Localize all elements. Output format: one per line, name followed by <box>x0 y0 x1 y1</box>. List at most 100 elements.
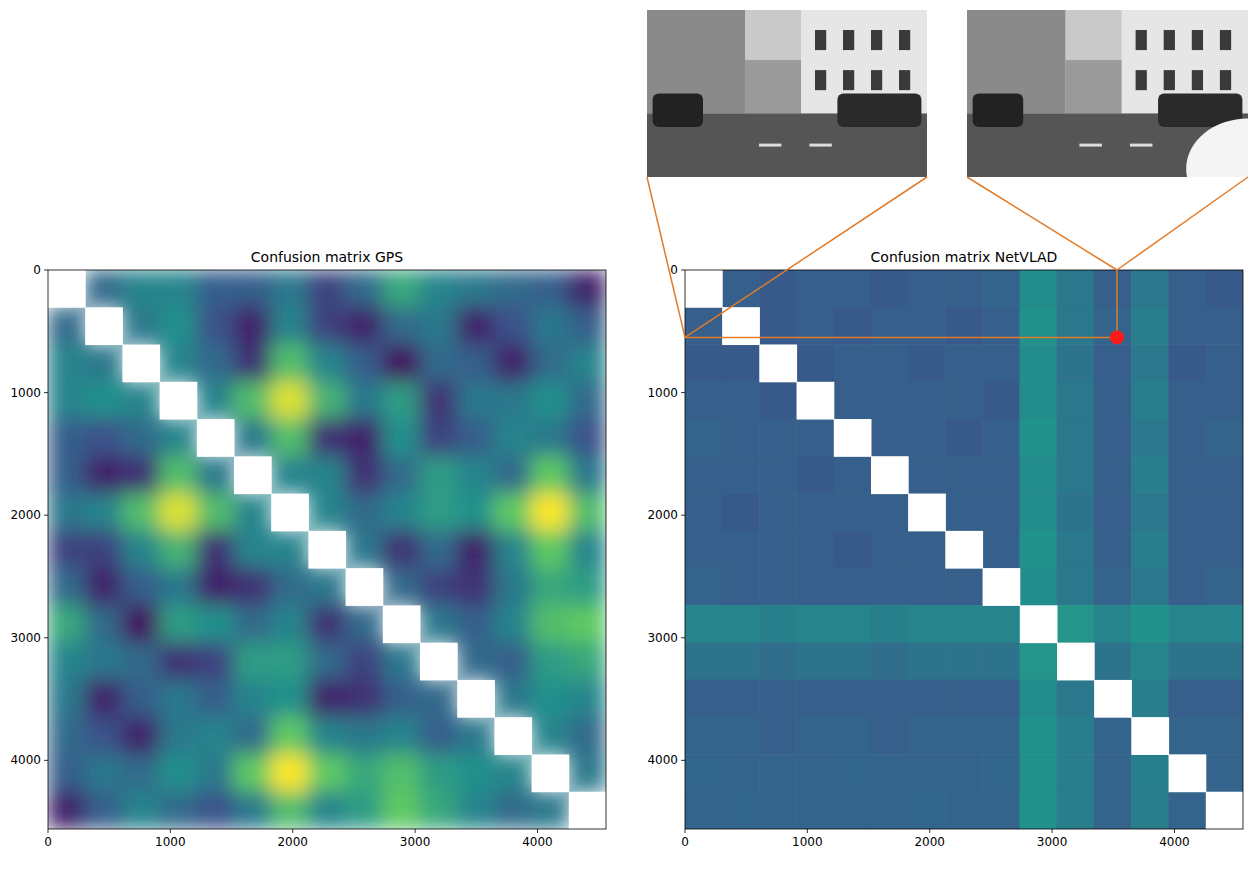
cell <box>420 344 458 382</box>
cell <box>1020 270 1058 308</box>
cell <box>1020 344 1058 382</box>
x-tick <box>685 829 686 833</box>
cell <box>1020 642 1058 680</box>
row-line <box>685 337 1117 339</box>
cell <box>122 642 160 680</box>
cell <box>796 791 834 829</box>
cell <box>871 605 909 643</box>
cell <box>196 642 234 680</box>
cell <box>308 717 346 755</box>
cell <box>945 568 983 606</box>
empty-cell <box>722 307 760 345</box>
cell <box>420 679 458 717</box>
empty-cell <box>48 270 86 308</box>
cell <box>908 754 946 792</box>
cell <box>196 791 234 829</box>
y-tick-label: 3000 <box>647 631 678 645</box>
title: Confusion matrix NetVLAD <box>871 249 1058 265</box>
window <box>843 70 854 90</box>
cell <box>1131 754 1169 792</box>
empty-cell <box>908 494 946 532</box>
cell <box>568 568 606 606</box>
y-tick <box>681 760 685 761</box>
x-tick-label: 4000 <box>522 835 553 849</box>
cells <box>685 270 1243 829</box>
photo-match <box>967 10 1258 219</box>
cell <box>1131 270 1169 308</box>
cell <box>457 605 495 643</box>
cell <box>871 270 909 308</box>
cell <box>85 270 123 308</box>
cell <box>871 382 909 420</box>
cell <box>796 605 834 643</box>
cell <box>271 381 309 419</box>
cell <box>1020 307 1058 345</box>
cell <box>271 791 309 829</box>
y-tick <box>681 270 685 271</box>
cell <box>685 680 723 718</box>
cell <box>382 568 420 606</box>
cell <box>196 530 234 568</box>
cell <box>1168 717 1206 755</box>
cell <box>834 680 872 718</box>
cell <box>722 642 760 680</box>
cell <box>531 270 569 308</box>
cell <box>1131 642 1169 680</box>
cell <box>722 493 760 531</box>
cell <box>982 642 1020 680</box>
cell <box>1168 270 1206 308</box>
cell <box>722 344 760 382</box>
x-tick-label: 2000 <box>914 835 945 849</box>
cell <box>159 270 197 308</box>
cell <box>1057 531 1095 569</box>
window <box>871 70 882 90</box>
cell <box>159 493 197 531</box>
cell <box>159 344 197 382</box>
cell <box>1057 419 1095 457</box>
cell <box>122 381 160 419</box>
cell <box>494 568 532 606</box>
car-near <box>1186 119 1248 177</box>
cell <box>159 456 197 494</box>
cell <box>568 754 606 792</box>
cell <box>494 493 532 531</box>
cell <box>1094 456 1132 494</box>
cell <box>382 791 420 829</box>
cell <box>759 568 797 606</box>
window <box>899 30 910 50</box>
cell <box>568 456 606 494</box>
cell <box>1131 456 1169 494</box>
cell <box>159 605 197 643</box>
cell <box>234 493 272 531</box>
cell <box>871 568 909 606</box>
cell <box>908 270 946 308</box>
x-tick-label: 0 <box>44 835 52 849</box>
cell <box>982 680 1020 718</box>
cell <box>982 456 1020 494</box>
cell <box>457 344 495 382</box>
cell <box>196 270 234 308</box>
cell <box>982 419 1020 457</box>
cell <box>1020 493 1058 531</box>
cell <box>1168 307 1206 345</box>
cell <box>871 419 909 457</box>
cell <box>759 754 797 792</box>
cell <box>382 270 420 308</box>
cell <box>531 381 569 419</box>
cell <box>48 530 86 568</box>
cell <box>420 754 458 792</box>
cell <box>196 717 234 755</box>
cell <box>85 679 123 717</box>
plot-frame <box>685 270 1243 829</box>
cell <box>308 754 346 792</box>
cell <box>382 381 420 419</box>
photo-connector <box>647 177 685 337</box>
cell <box>1131 605 1169 643</box>
cell <box>796 680 834 718</box>
cell <box>271 456 309 494</box>
cell <box>1094 531 1132 569</box>
cell <box>1094 307 1132 345</box>
cell <box>1206 493 1244 531</box>
cell <box>1094 493 1132 531</box>
cell <box>1206 680 1244 718</box>
